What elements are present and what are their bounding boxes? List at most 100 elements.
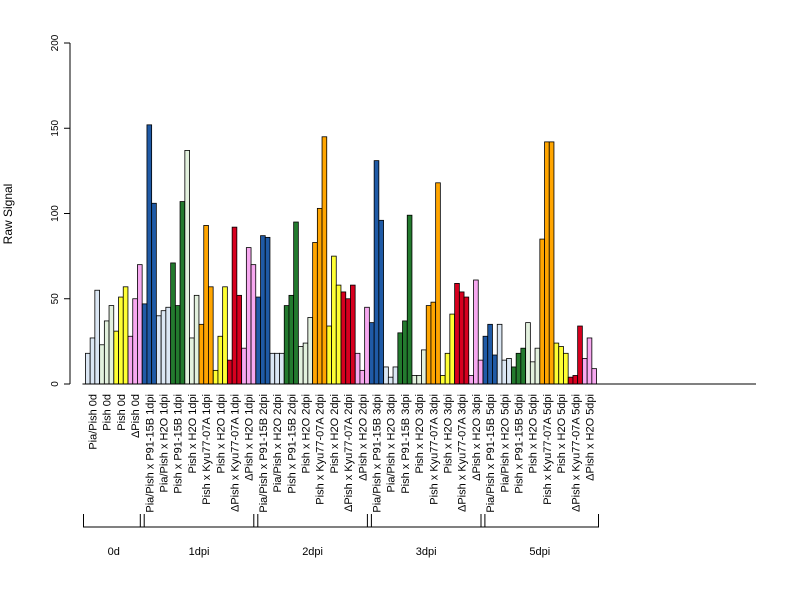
bar bbox=[302, 342, 309, 385]
bar bbox=[387, 376, 394, 385]
category-label: Pish x H2O 1dpi bbox=[215, 394, 227, 473]
category-label: Pish x P91-15B 3dpi bbox=[400, 394, 412, 494]
bar bbox=[345, 298, 351, 385]
category-label: ΔPish 0d bbox=[130, 394, 142, 438]
bar bbox=[449, 313, 455, 385]
bar bbox=[482, 335, 489, 385]
bar bbox=[274, 352, 280, 385]
category-label: Pish 0d bbox=[116, 394, 128, 431]
bar bbox=[525, 322, 531, 385]
bar bbox=[122, 286, 129, 385]
category-label: Pish 0d bbox=[102, 394, 114, 431]
bar bbox=[288, 294, 295, 385]
category-label: ΔPish x Kyu77-07A 1dpi bbox=[230, 394, 242, 512]
category-label: Pia/Pish x H2O 1dpi bbox=[159, 394, 171, 492]
bar bbox=[146, 124, 153, 385]
bar bbox=[312, 242, 318, 385]
category-label: Pish x Kyu77-07A 1dpi bbox=[201, 394, 213, 505]
bar bbox=[198, 323, 205, 385]
category-label: ΔPish x Kyu77-07A 2dpi bbox=[343, 394, 355, 512]
bar bbox=[534, 347, 541, 385]
bar bbox=[335, 284, 342, 385]
bar bbox=[212, 369, 219, 385]
bar bbox=[132, 298, 138, 385]
category-label: Pish x Kyu77-07A 3dpi bbox=[428, 394, 440, 505]
group-label: 1dpi bbox=[189, 546, 210, 558]
y-tick-label: 150 bbox=[50, 119, 61, 136]
bar bbox=[354, 352, 361, 385]
bar bbox=[501, 359, 508, 385]
bar bbox=[217, 335, 224, 385]
bar bbox=[103, 320, 110, 385]
category-label: ΔPish x H2O 5dpi bbox=[585, 394, 597, 481]
bar bbox=[416, 375, 422, 385]
bar bbox=[373, 160, 380, 385]
bar bbox=[250, 264, 257, 385]
bar bbox=[156, 315, 162, 385]
bar bbox=[151, 202, 157, 385]
category-label: Pia/Pish x P91-15B 1dpi bbox=[144, 394, 156, 513]
category-label: ΔPish x Kyu77-07A 5dpi bbox=[570, 394, 582, 512]
category-label: Pish x Kyu77-07A 2dpi bbox=[315, 394, 327, 505]
bar bbox=[269, 352, 276, 385]
bar bbox=[454, 282, 460, 385]
y-tick-label: 100 bbox=[50, 205, 61, 222]
bar bbox=[440, 375, 446, 385]
bar bbox=[563, 352, 569, 385]
group-bracket bbox=[480, 514, 599, 528]
bar bbox=[222, 286, 228, 385]
y-axis: 0 50 100 150 200 bbox=[50, 34, 71, 387]
bar bbox=[255, 296, 261, 385]
bar bbox=[227, 359, 233, 385]
group-label: 5dpi bbox=[529, 546, 550, 558]
bar bbox=[430, 301, 437, 385]
bar bbox=[548, 141, 555, 385]
category-label: Pia/Pish 0d bbox=[88, 394, 100, 450]
bar bbox=[477, 359, 484, 385]
category-label: Pish x Kyu77-07A 5dpi bbox=[542, 394, 554, 505]
bar bbox=[316, 207, 323, 385]
category-label: Pish x P91-15B 2dpi bbox=[286, 394, 298, 494]
bar bbox=[529, 361, 536, 385]
category-label: ΔPish x Kyu77-07A 3dpi bbox=[457, 394, 469, 512]
bar bbox=[520, 347, 526, 385]
bar bbox=[406, 214, 413, 385]
y-tick-label: 200 bbox=[50, 34, 61, 51]
bar bbox=[487, 323, 493, 385]
bar bbox=[89, 337, 96, 385]
bar bbox=[444, 352, 451, 385]
category-label: ΔPish x H2O 1dpi bbox=[244, 394, 256, 481]
bar bbox=[463, 296, 470, 385]
category-label: Pish x H2O 5dpi bbox=[528, 394, 540, 473]
bar bbox=[492, 354, 498, 385]
category-labels: Pia/Pish 0d Pish 0d Pish 0d ΔPish 0d Pia/Pis… bbox=[88, 394, 597, 513]
bar bbox=[170, 262, 176, 385]
category-label: Pish x H2O 5dpi bbox=[556, 394, 568, 473]
category-label: Pia/Pish x H2O 2dpi bbox=[272, 394, 284, 492]
category-label: Pish x P91-15B 1dpi bbox=[173, 394, 185, 494]
group-label: 3dpi bbox=[416, 546, 437, 558]
bar bbox=[113, 330, 119, 385]
bar bbox=[383, 366, 389, 385]
bar bbox=[567, 376, 574, 385]
category-label: Pia/Pish x P91-15B 3dpi bbox=[372, 394, 384, 513]
bar bbox=[577, 325, 583, 385]
category-label: Pish x H2O 1dpi bbox=[187, 394, 199, 473]
group-bracket bbox=[366, 514, 486, 528]
bar bbox=[591, 368, 597, 385]
bar bbox=[421, 349, 427, 385]
bar bbox=[179, 201, 186, 385]
bar bbox=[174, 305, 181, 385]
y-tick-label: 50 bbox=[50, 293, 61, 305]
group-label: 2dpi bbox=[302, 546, 323, 558]
bar bbox=[458, 291, 465, 385]
bar bbox=[245, 247, 252, 385]
bar bbox=[496, 323, 503, 385]
bar bbox=[425, 305, 432, 385]
category-label: Pish x H2O 3dpi bbox=[443, 394, 455, 473]
bar bbox=[307, 317, 313, 385]
category-label: Pia/Pish x P91-15B 5dpi bbox=[485, 394, 497, 513]
bar bbox=[283, 305, 290, 385]
category-label: Pish x H2O 2dpi bbox=[301, 394, 313, 473]
